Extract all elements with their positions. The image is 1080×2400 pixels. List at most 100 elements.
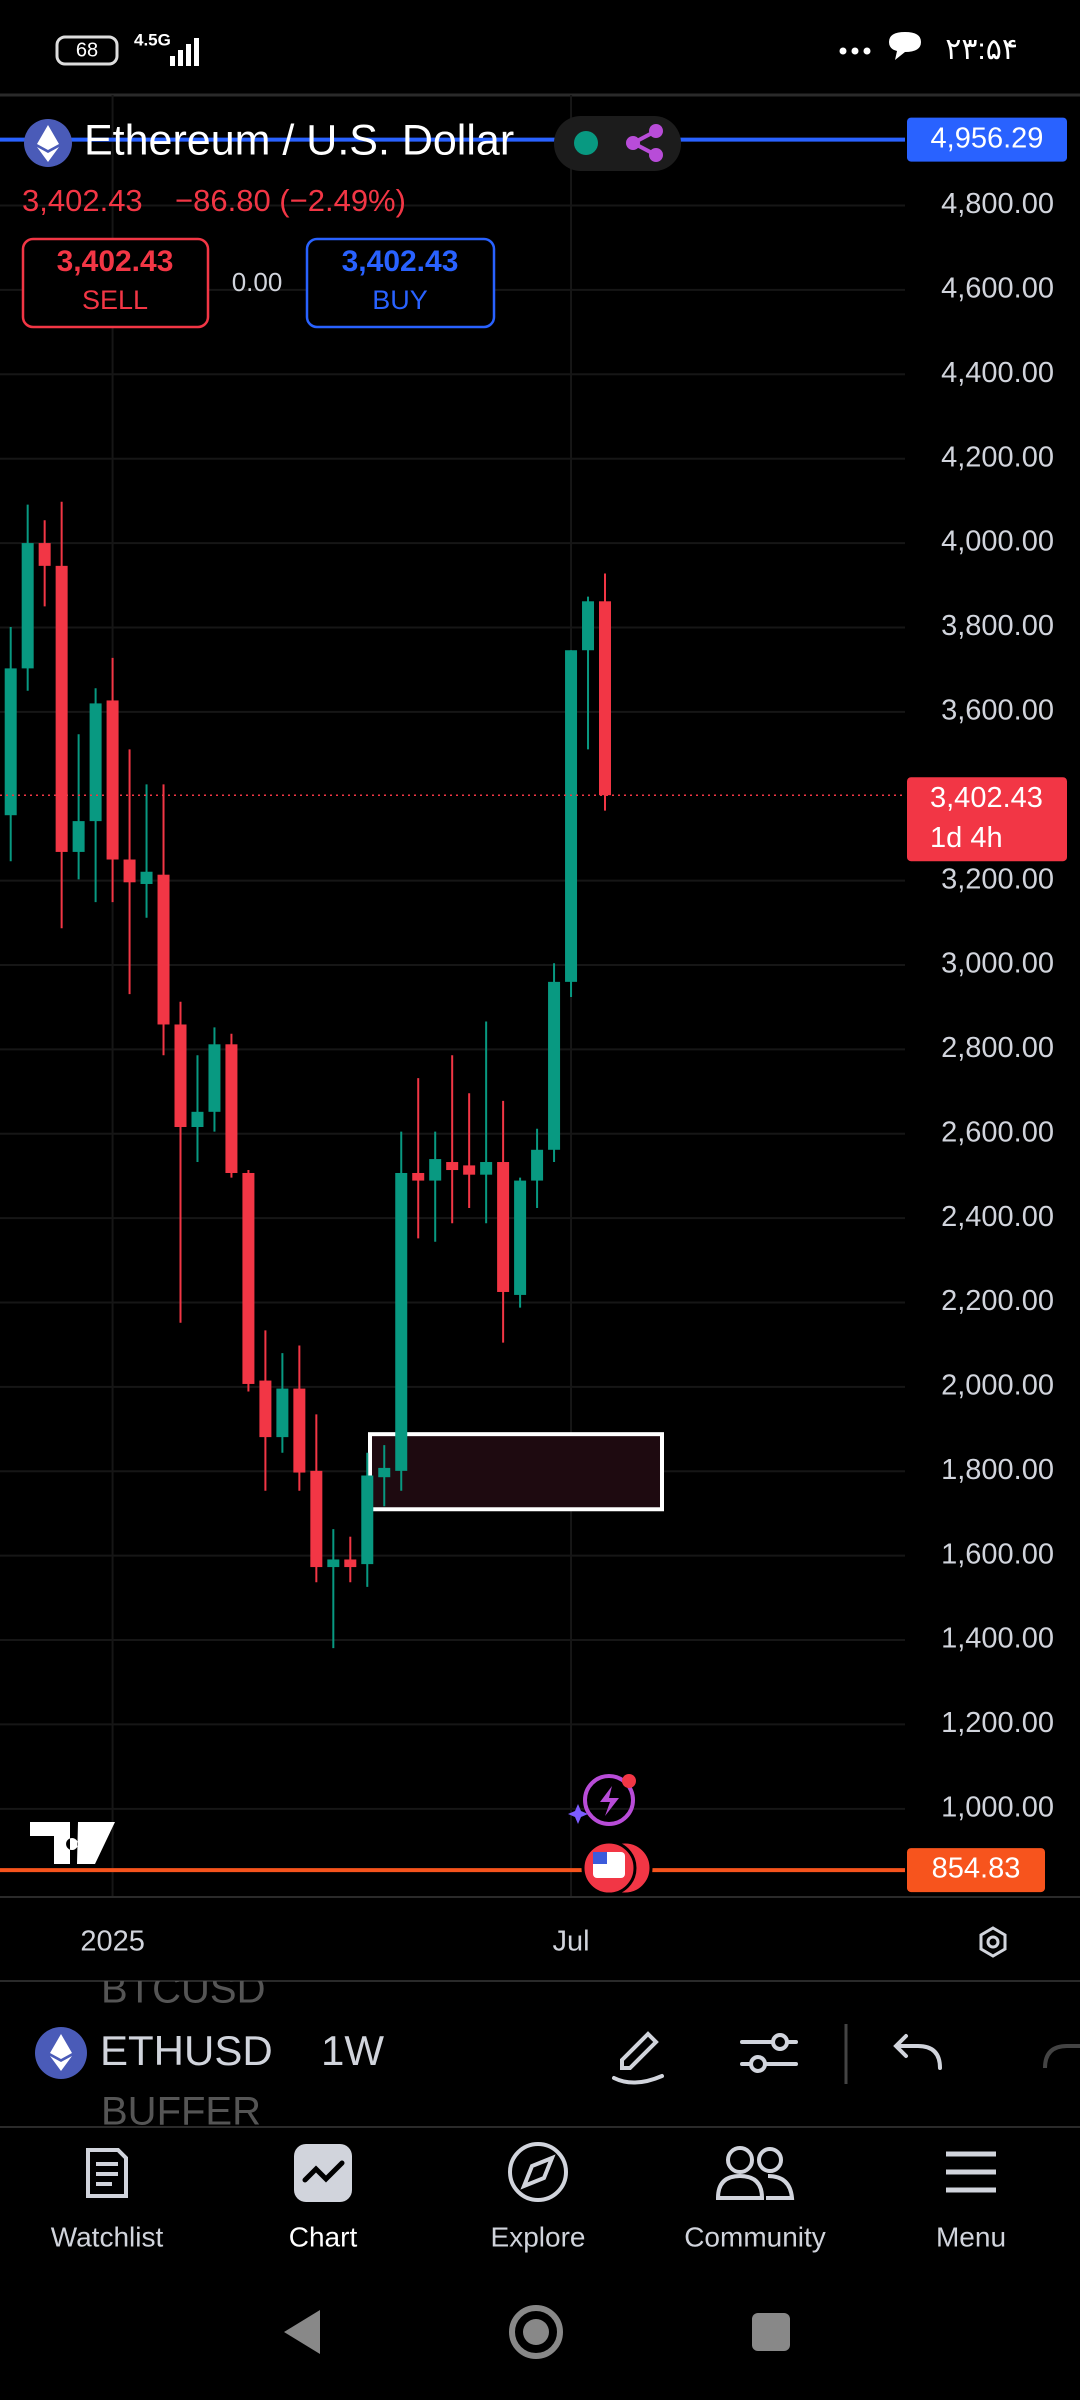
candle-body — [582, 601, 595, 651]
symbol-scroller: BTCUSD BUFFER — [101, 1968, 265, 2134]
redo[interactable] — [1043, 2044, 1080, 2069]
y-tick-label: 1,800.00 — [941, 1454, 1054, 1486]
candle-body — [327, 1559, 340, 1568]
price-change: −86.80 (−2.49%) — [175, 183, 406, 218]
candle-body — [21, 543, 34, 669]
battery-level: 68 — [76, 39, 98, 61]
back-button[interactable] — [284, 2310, 320, 2354]
sell-label: SELL — [82, 285, 148, 315]
home-button[interactable] — [509, 2305, 563, 2359]
explore-icon[interactable] — [508, 2142, 568, 2202]
chart-icon — [302, 2160, 345, 2183]
eth-glyph — [50, 2034, 72, 2071]
y-tick-label: 1,600.00 — [941, 1538, 1054, 1570]
interval[interactable]: 1W — [321, 2027, 384, 2074]
candle-body — [446, 1162, 459, 1171]
candle-body — [361, 1475, 374, 1565]
settings-icon[interactable] — [979, 1926, 1007, 1958]
y-tick-label: 4,400.00 — [941, 357, 1054, 389]
sell-price: 3,402.43 — [57, 245, 174, 278]
nav-label[interactable]: Menu — [936, 2221, 1006, 2252]
more-icon — [839, 47, 871, 55]
nav-label[interactable]: Watchlist — [51, 2221, 164, 2252]
chart: 1,000.00 1,200.00 1,400.00 1,600.00 1,800.00… — [0, 95, 1067, 1958]
clock: ۲۳:۵۴ — [945, 33, 1018, 66]
candle-body — [548, 981, 561, 1150]
nav-label[interactable]: Chart — [289, 2221, 358, 2252]
home-dot — [523, 2319, 549, 2345]
bottom-nav: Watchlist Chart Explore Community Menu — [51, 2142, 1006, 2252]
menu-icon[interactable] — [946, 2151, 996, 2193]
symbol[interactable]: ETHUSD — [100, 2027, 273, 2074]
candle-body — [412, 1172, 425, 1181]
zone-box — [368, 1432, 664, 1512]
toolbar: BTCUSD BUFFER ETHUSD 1W — [35, 1968, 1080, 2134]
candle-body — [123, 859, 136, 883]
candle-body — [531, 1149, 544, 1181]
nav-label[interactable]: Community — [684, 2221, 826, 2252]
draw-tool[interactable] — [612, 2031, 664, 2085]
price-label: 3,402.43 — [930, 782, 1043, 814]
settings-icon-center — [986, 1935, 1000, 1949]
candle-body — [395, 1172, 408, 1471]
candle-body — [344, 1559, 357, 1568]
candle-body — [225, 1044, 238, 1173]
flag-canton — [593, 1852, 607, 1864]
symbol-prev[interactable]: BTCUSD — [101, 1968, 265, 2012]
community-icon[interactable] — [715, 2146, 795, 2200]
price-label-box — [907, 117, 1067, 162]
candle-body — [429, 1159, 442, 1181]
candle-body — [191, 1111, 204, 1128]
y-tick-label: 2,000.00 — [941, 1370, 1054, 1402]
ai-icon[interactable] — [583, 1774, 635, 1826]
candle-body — [38, 543, 51, 566]
y-tick-label: 4,000.00 — [941, 526, 1054, 558]
recents-button[interactable] — [752, 2313, 790, 2351]
y-tick-label: 1,000.00 — [941, 1791, 1054, 1823]
tradingview-logo — [30, 1822, 115, 1864]
spread: 0.00 — [232, 267, 283, 297]
nav-label[interactable]: Explore — [491, 2221, 586, 2252]
watchlist-icon[interactable] — [86, 2148, 128, 2198]
buy-button[interactable] — [305, 237, 496, 329]
candle-body — [208, 1044, 221, 1112]
candle-body — [480, 1162, 493, 1175]
indicator-pill[interactable] — [554, 116, 681, 171]
candle-body — [378, 1467, 391, 1478]
y-tick-label: 4,600.00 — [941, 273, 1054, 305]
candle-body — [463, 1165, 476, 1175]
candle-body — [599, 601, 611, 796]
candle-body — [276, 1388, 289, 1438]
y-tick-label: 4,800.00 — [941, 188, 1054, 220]
share-icon[interactable] — [626, 124, 663, 162]
eth-glyph — [37, 125, 59, 162]
symbol-next[interactable]: BUFFER — [101, 2090, 261, 2134]
candle-body — [497, 1162, 510, 1292]
indicators-tool[interactable] — [740, 2033, 798, 2073]
sparkle — [568, 1804, 588, 1824]
y-tick-label: 1,200.00 — [941, 1707, 1054, 1739]
symbol-title: Ethereum / U.S. Dollar — [84, 116, 514, 164]
x-tick-label: Jul — [553, 1926, 590, 1958]
candle-body — [259, 1380, 272, 1438]
candle-body — [174, 1024, 187, 1128]
countdown-label: 1d 4h — [930, 822, 1003, 854]
compass-needle — [520, 2154, 556, 2190]
status-dot — [574, 131, 598, 155]
sell-button[interactable] — [21, 237, 210, 329]
x-tick-label: 2025 — [80, 1926, 145, 1958]
message-icon — [889, 32, 921, 60]
price-label: 4,956.29 — [931, 122, 1044, 154]
y-tick-label: 3,200.00 — [941, 863, 1054, 895]
y-tick-label: 2,400.00 — [941, 1201, 1054, 1233]
bolt — [600, 1786, 619, 1816]
y-tick-label: 3,600.00 — [941, 694, 1054, 726]
candle-body — [310, 1470, 323, 1568]
y-tick-label: 2,200.00 — [941, 1285, 1054, 1317]
y-tick-label: 2,800.00 — [941, 1032, 1054, 1064]
candle-body — [55, 565, 68, 852]
candle-body — [514, 1180, 527, 1295]
undo[interactable] — [893, 2034, 942, 2070]
candle-body — [293, 1388, 306, 1473]
